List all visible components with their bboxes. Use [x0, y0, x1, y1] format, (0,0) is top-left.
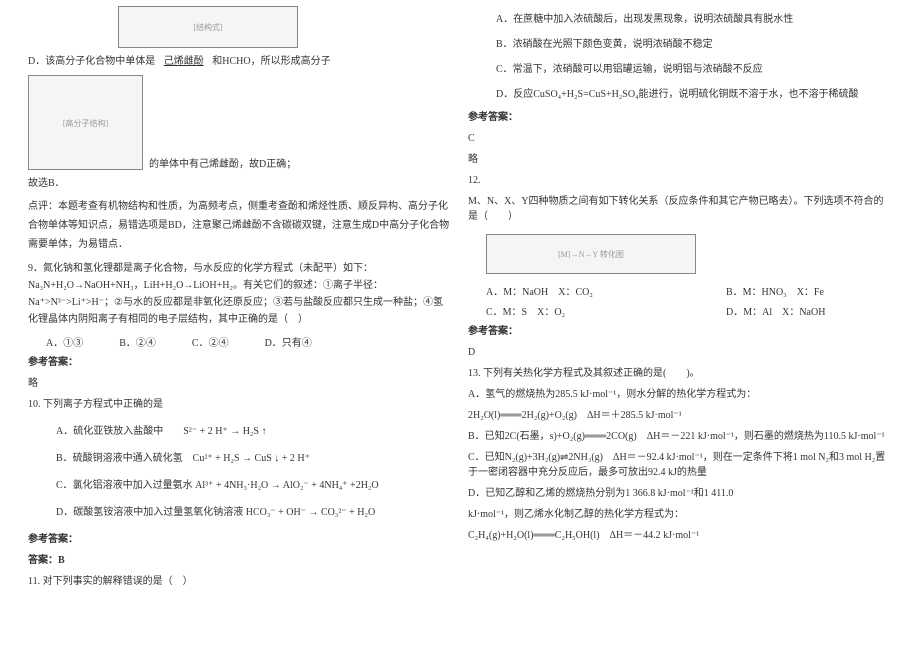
q13d3: C₂H₄(g)+H₂O(l)═══C₂H₅OH(l) ΔH＝－44.2 kJ·m… [468, 528, 892, 543]
q13: 13. 下列有关热化学方程式及其叙述正确的是( )。 [468, 366, 892, 381]
choose-b: 故选B． [28, 176, 452, 191]
ans11: C [468, 131, 892, 146]
q13a: A．氢气的燃烧热为285.5 kJ·mol⁻¹，则水分解的热化学方程式为： [468, 387, 892, 402]
q10b: B．硫酸铜溶液中通入硫化氢 Cu²⁺ + H₂S → CuS ↓ + 2 H⁺ [28, 451, 452, 466]
q9-b: B．②④ [119, 334, 156, 349]
q9-a: A．①③ [46, 334, 83, 349]
d-text: D．该高分子化合物中单体是 [28, 56, 155, 67]
q12-d: D．M：Al X：NaOH [726, 303, 825, 318]
d-blank: 己烯雌酚 [158, 56, 210, 67]
right-column: A．在蔗糖中加入浓硫酸后，出现发黑现象，说明浓硫酸具有脱水性 B．浓硝酸在光照下… [460, 6, 900, 645]
q12-b: B．M：HNO₃ X：Fe [726, 283, 824, 298]
q10c: C．氯化铝溶液中加入过量氨水 Al³⁺ + 4NH₃·H₂O → AlO₂⁻ +… [28, 478, 452, 493]
q9: 9．氮化钠和氢化锂都是离子化合物，与水反应的化学方程式（未配平）如下：Na₃N+… [28, 260, 452, 328]
q10: 10. 下列离子方程式中正确的是 [28, 397, 452, 412]
q13c: C．已知N₂(g)+3H₂(g)⇌2NH₃(g) ΔH＝－92.4 kJ·mol… [468, 450, 892, 480]
q9-options: A．①③ B．②④ C．②④ D．只有④ [28, 334, 452, 349]
q11b: B．浓硝酸在光照下颜色变黄，说明浓硝酸不稳定 [468, 37, 892, 52]
q11d: D．反应CuSO₄+H₂S=CuS+H₂SO₄能进行，说明硫化铜既不溶于水，也不… [468, 87, 892, 102]
q12-diagram: [M]→N→Y 转化图 [486, 234, 696, 274]
q13a2: 2H₂O(l)═══2H₂(g)+O₂(g) ΔH＝＋285.5 kJ·mol⁻… [468, 408, 892, 423]
ans-label-10: 参考答案： [28, 532, 452, 547]
ans9: 略 [28, 376, 452, 391]
monomer-line: 的单体中有己烯雌酚，故D正确； [149, 155, 296, 170]
ans-label-12: 参考答案： [468, 324, 892, 339]
d-tail: 和HCHO，所以形成高分子 [212, 56, 330, 67]
ans12: D [468, 345, 892, 360]
comment: 点评：本题考查有机物结构和性质，为高频考点，侧重考查酚和烯烃性质、顺反异构、高分… [28, 197, 452, 254]
ans11b: 略 [468, 152, 892, 167]
q12-a: A．M：NaOH X：CO₂ [486, 283, 666, 298]
struct-img-1: [结构式] [118, 6, 298, 48]
ans10: 答案：B [28, 553, 452, 568]
polymer-img: [高分子结构] [28, 75, 143, 170]
q10d: D．碳酸氢铵溶液中加入过量氢氧化钠溶液 HCO₃⁻ + OH⁻ → CO₃²⁻ … [28, 505, 452, 520]
q9-d: D．只有④ [265, 334, 312, 349]
q13d: D．已知乙醇和乙烯的燃烧热分别为1 366.8 kJ·mol⁻¹和1 411.0 [468, 486, 892, 501]
q11: 11. 对下列事实的解释错误的是（ ） [28, 574, 452, 589]
q13d2: kJ·mol⁻¹，则乙烯水化制乙醇的热化学方程式为： [468, 507, 892, 522]
q11a: A．在蔗糖中加入浓硫酸后，出现发黑现象，说明浓硫酸具有脱水性 [468, 12, 892, 27]
ans-label-9: 参考答案： [28, 355, 452, 370]
q9-c: C．②④ [192, 334, 229, 349]
left-column: [结构式] D．该高分子化合物中单体是 己烯雌酚 和HCHO，所以形成高分子 [… [20, 6, 460, 645]
option-d-line: D．该高分子化合物中单体是 己烯雌酚 和HCHO，所以形成高分子 [28, 54, 452, 69]
q12t: M、N、X、Y四种物质之间有如下转化关系（反应条件和其它产物已略去）。下列选项不… [468, 194, 892, 224]
q13b: B．已知2C(石墨，s)+O₂(g)═══2CO(g) ΔH＝－221 kJ·m… [468, 429, 892, 444]
q12: 12. [468, 173, 892, 188]
ans-label-11: 参考答案： [468, 110, 892, 125]
q10a: A．硫化亚铁放入盐酸中 S²⁻ + 2 H⁺ → H₂S ↑ [28, 424, 452, 439]
q12-options: A．M：NaOH X：CO₂ B．M：HNO₃ X：Fe C．M：S X：O₂ … [468, 283, 892, 318]
q11c: C．常温下，浓硝酸可以用铝罐运输，说明铝与浓硝酸不反应 [468, 62, 892, 77]
q12-c: C．M：S X：O₂ [486, 303, 666, 318]
